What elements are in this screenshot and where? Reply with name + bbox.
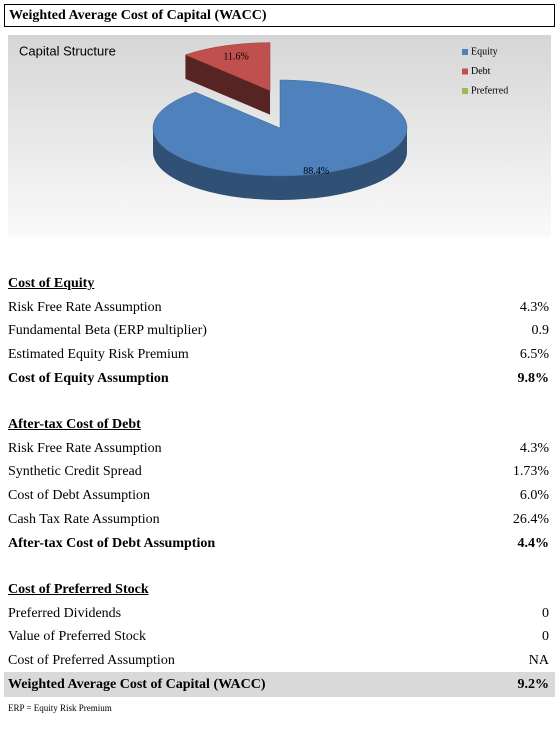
chart-title: Capital Structure [19, 43, 116, 58]
row-label: Synthetic Credit Spread [8, 464, 142, 480]
row-value: 4.3% [519, 440, 549, 456]
result-bar [4, 672, 555, 697]
row-label: Cash Tax Rate Assumption [8, 511, 160, 527]
row-value: 1.73% [512, 464, 549, 480]
title-bar: Weighted Average Cost of Capital (WACC) [4, 4, 555, 27]
legend-swatch [462, 88, 468, 94]
total-value: 9.8% [517, 370, 550, 386]
row-value: NA [528, 653, 549, 669]
total-label: After-tax Cost of Debt Assumption [8, 535, 216, 551]
row-value: 4.3% [519, 299, 549, 315]
footnote: ERP = Equity Risk Premium [8, 703, 112, 713]
section-heading: Cost of Preferred Stock [8, 582, 149, 597]
row-value: 0 [542, 629, 549, 645]
row-value: 6.5% [519, 347, 549, 363]
legend-swatch [462, 68, 468, 75]
section-heading: Cost of Equity [8, 276, 95, 291]
chart: Capital Structure 88.4% 11.6% Equity Debt Pr… [19, 42, 508, 200]
result-value: 9.2% [517, 677, 550, 692]
row-value: 0.9 [531, 323, 550, 339]
section-heading: After-tax Cost of Debt [8, 417, 141, 432]
page-title: Weighted Average Cost of Capital (WACC) [9, 8, 267, 23]
data-label: 88.4% [303, 166, 329, 177]
legend-swatch [462, 49, 468, 55]
total-value: 4.4% [517, 535, 550, 551]
result-label: Weighted Average Cost of Capital (WACC) [8, 677, 266, 692]
row-value: 26.4% [512, 511, 549, 527]
row-value: 6.0% [519, 488, 549, 504]
row-label: Cost of Debt Assumption [8, 488, 150, 504]
pie-slice [184, 42, 271, 92]
total-label: Cost of Equity Assumption [8, 370, 169, 386]
legend-label: Equity [471, 46, 498, 57]
row-label: Value of Preferred Stock [8, 629, 147, 645]
row-label: Risk Free Rate Assumption [8, 440, 162, 456]
row-label: Risk Free Rate Assumption [8, 299, 162, 315]
pie-slice-side [153, 128, 407, 200]
data-label: 11.6% [223, 51, 248, 62]
legend-label: Debt [471, 66, 491, 77]
pie-slice-side [185, 54, 271, 115]
pie-slice [152, 79, 408, 177]
row-label: Estimated Equity Risk Premium [8, 347, 189, 363]
row-label: Cost of Preferred Assumption [8, 653, 175, 669]
row-label: Preferred Dividends [8, 605, 122, 621]
legend-label: Preferred [471, 85, 508, 96]
row-value: 0 [542, 605, 549, 621]
row-label: Fundamental Beta (ERP multiplier) [8, 323, 207, 339]
